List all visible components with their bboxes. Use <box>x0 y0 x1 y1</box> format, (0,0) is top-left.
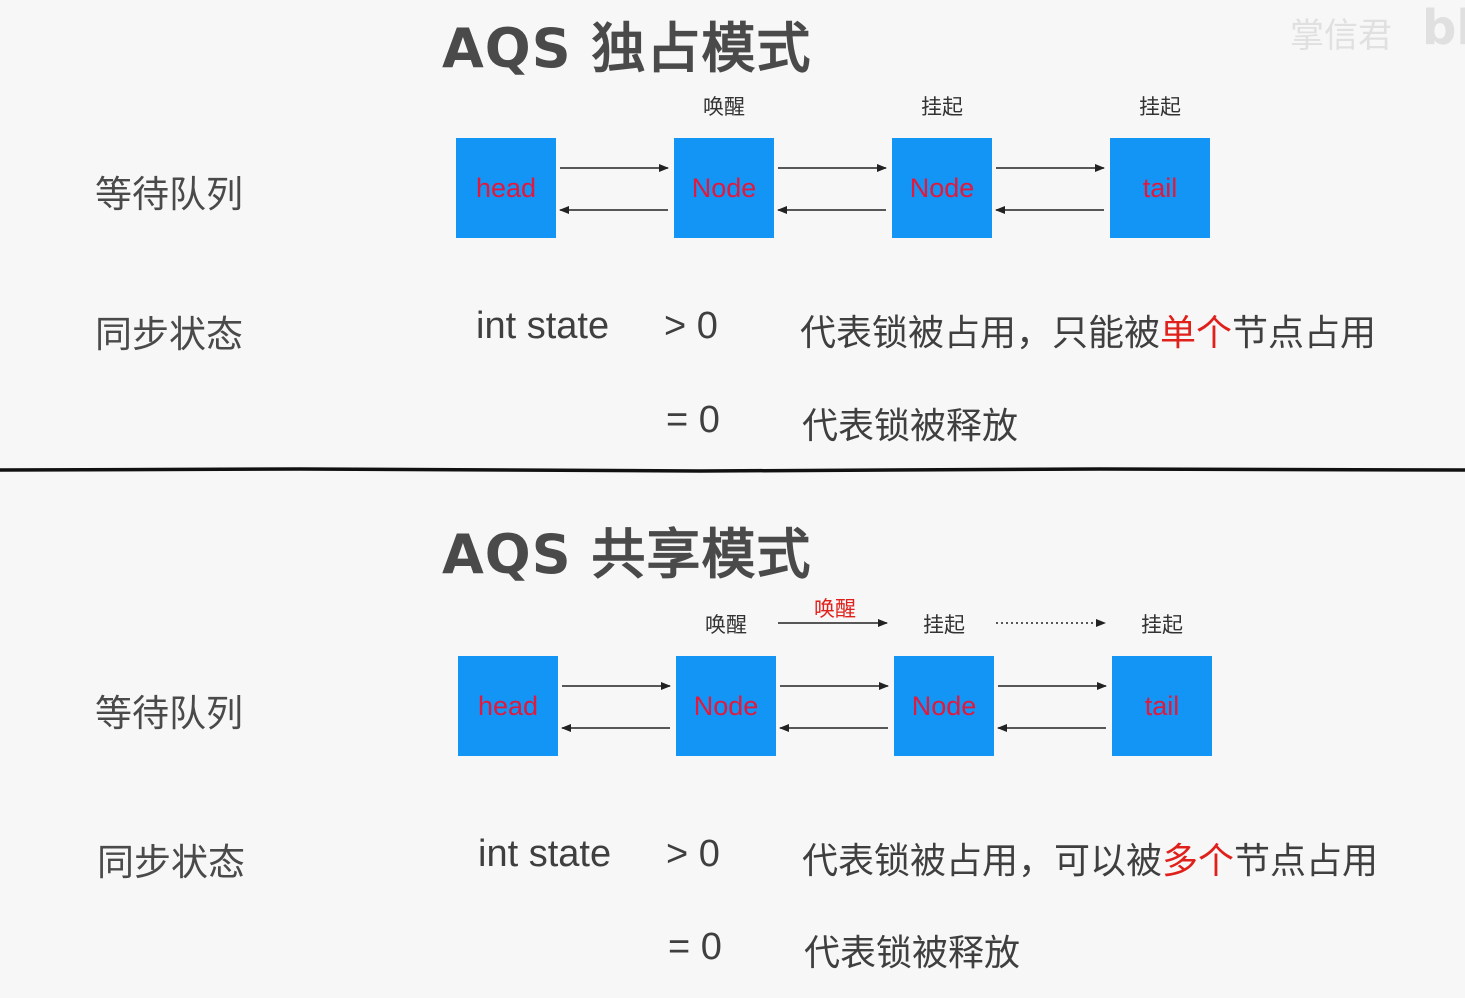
queue-node-tail: tail <box>1112 656 1212 756</box>
queue-node-head: head <box>456 138 556 238</box>
propagate-label: 唤醒 <box>814 597 856 621</box>
desc-text: 节点占用 <box>1234 841 1379 882</box>
desc-text: 代表锁被占用，可以被 <box>802 841 1163 882</box>
shared-arrows <box>561 619 1107 732</box>
state-eq-description: 代表锁被释放 <box>802 406 1019 447</box>
node-status: 挂起 <box>923 613 965 637</box>
queue-node: Node <box>676 656 776 756</box>
node-status: 唤醒 <box>705 613 747 637</box>
state-variable: int state <box>478 833 612 875</box>
exclusive-arrows <box>559 164 1105 214</box>
queue-node: Node <box>674 138 774 238</box>
node-status: 挂起 <box>921 95 963 119</box>
state-eq-zero: = 0 <box>668 926 722 968</box>
node-status: 唤醒 <box>703 95 745 119</box>
node-status: 挂起 <box>1141 613 1183 637</box>
watermark-logo: bl <box>1422 0 1465 56</box>
queue-node: Node <box>892 138 992 238</box>
shared-state-label: 同步状态 <box>97 841 245 884</box>
watermark-text: 掌信君 <box>1290 16 1392 56</box>
shared-title: AQS 共享模式 <box>442 523 812 586</box>
state-gt-description: 代表锁被占用，只能被单个节点占用 <box>800 304 1376 356</box>
desc-highlight: 单个 <box>1160 313 1233 354</box>
state-gt-zero: > 0 <box>666 833 720 875</box>
state-variable: int state <box>476 305 610 347</box>
exclusive-title: AQS 独占模式 <box>442 17 812 80</box>
desc-text: 节点占用 <box>1232 313 1377 354</box>
queue-node-head: head <box>458 656 558 756</box>
state-gt-zero: > 0 <box>664 305 718 347</box>
queue-node: Node <box>894 656 994 756</box>
desc-text: 代表锁被占用，只能被 <box>800 313 1161 354</box>
queue-node-tail: tail <box>1110 138 1210 238</box>
desc-highlight: 多个 <box>1162 841 1235 882</box>
section-divider <box>0 467 1465 473</box>
exclusive-queue-label: 等待队列 <box>95 173 243 216</box>
exclusive-state-label: 同步状态 <box>95 313 243 356</box>
state-eq-zero: = 0 <box>666 399 720 441</box>
node-status: 挂起 <box>1139 95 1181 119</box>
shared-queue-label: 等待队列 <box>95 692 243 735</box>
state-gt-description: 代表锁被占用，可以被多个节点占用 <box>802 832 1378 884</box>
state-eq-description: 代表锁被释放 <box>804 933 1021 974</box>
